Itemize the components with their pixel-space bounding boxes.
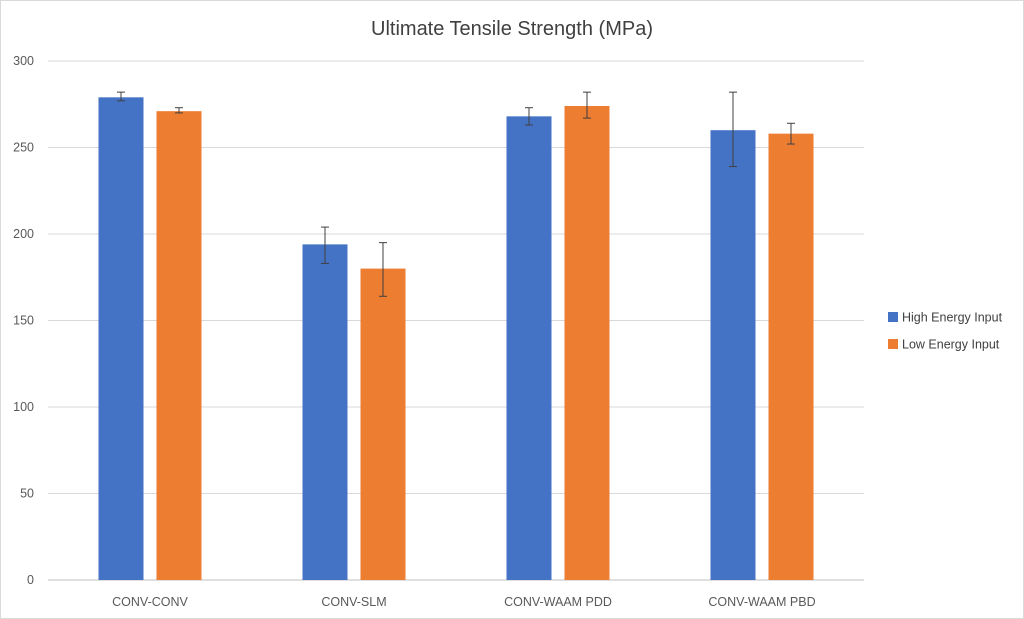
y-tick-label: 200 — [13, 227, 34, 241]
chart-title: Ultimate Tensile Strength (MPa) — [371, 18, 653, 40]
bar — [302, 244, 348, 580]
x-tick-label: CONV-SLM — [321, 595, 386, 609]
error-bars — [117, 91, 795, 297]
bar — [506, 116, 552, 581]
y-tick-label: 0 — [27, 573, 34, 587]
legend-swatch — [888, 312, 898, 322]
y-axis-ticks: 0 50 100 150 200 250 300 — [13, 54, 34, 587]
legend-label: Low Energy Input — [902, 338, 1000, 352]
x-axis-ticks: CONV-CONV CONV-SLM CONV-WAAM PDD CONV-WAAM … — [112, 595, 815, 609]
x-tick-label: CONV-WAAM PBD — [708, 595, 815, 609]
bar — [156, 111, 202, 581]
legend-label: High Energy Input — [902, 311, 1003, 325]
y-tick-label: 300 — [13, 54, 34, 68]
bar — [710, 130, 756, 580]
legend-swatch — [888, 339, 898, 349]
y-tick-label: 50 — [20, 487, 34, 501]
y-tick-label: 250 — [13, 141, 34, 155]
x-tick-label: CONV-WAAM PDD — [504, 595, 612, 609]
y-tick-label: 150 — [13, 314, 34, 328]
legend: High Energy Input Low Energy Input — [888, 311, 1003, 352]
y-tick-label: 100 — [13, 400, 34, 414]
x-tick-label: CONV-CONV — [112, 595, 188, 609]
bars — [98, 97, 814, 581]
bar — [360, 268, 406, 580]
bar — [564, 105, 610, 580]
bar — [98, 97, 144, 580]
bar — [768, 133, 814, 580]
